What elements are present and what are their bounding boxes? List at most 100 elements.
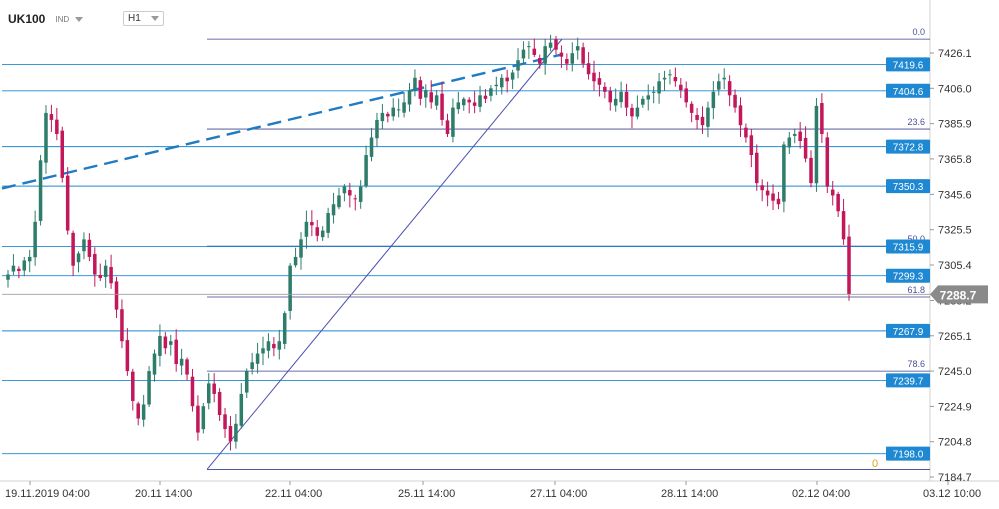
candle-body (93, 253, 97, 275)
candle-body (320, 230, 325, 238)
candle-body (841, 211, 846, 240)
candle-body (668, 74, 672, 76)
candle-body (201, 406, 206, 430)
candle-body (255, 353, 260, 364)
candle-body (809, 157, 813, 184)
symbol-selector[interactable]: UK100 IND (8, 12, 84, 26)
candle-body (27, 256, 32, 262)
candle-body (657, 81, 661, 94)
candle-body (559, 52, 564, 57)
candle-body (326, 213, 330, 233)
candle-body (310, 221, 314, 226)
level-price-label: 7239.7 (893, 376, 924, 387)
candle-body (71, 232, 75, 266)
candle-body (548, 42, 553, 48)
fib-level-label: 23.6 (907, 117, 925, 127)
candle-body (174, 339, 178, 365)
candle-body (613, 98, 618, 106)
candle-body (489, 88, 493, 96)
candle-body (624, 91, 629, 108)
trendline-dashed (1, 53, 561, 190)
candle-body (494, 84, 499, 87)
candle-body (820, 103, 824, 134)
candle-body (521, 49, 526, 59)
level-price-tag (886, 179, 930, 194)
candle-body (152, 353, 157, 375)
candle-body (261, 348, 265, 354)
candle-body (478, 95, 482, 107)
candle-body (733, 94, 737, 108)
candle-body (792, 133, 797, 136)
candle-body (337, 195, 341, 208)
candle-body (798, 131, 802, 141)
candle-body (510, 72, 515, 80)
chevron-down-icon[interactable] (75, 16, 84, 22)
candle-body (679, 84, 683, 91)
candle-body (744, 127, 748, 138)
fib-partial-label: 0 (872, 458, 878, 470)
candle-body (60, 130, 65, 178)
candle-body (98, 274, 103, 278)
timeframe-dropdown[interactable]: H1 (123, 11, 164, 26)
candle-body (212, 383, 216, 394)
symbol-label: UK100 (8, 12, 46, 26)
candle-body (114, 281, 119, 310)
candle-body (120, 309, 124, 342)
x-tick-label: 19.11.2019 04:00 (5, 488, 90, 500)
candle-body (125, 340, 130, 372)
candle-body (635, 107, 640, 117)
fib-level-label: 50.0 (907, 234, 925, 244)
x-tick-label: 03.12 10:00 (923, 488, 981, 500)
candle-body (706, 107, 710, 127)
candle-body (722, 77, 726, 80)
candle-body (413, 77, 417, 90)
candle-body (44, 112, 48, 163)
candle-body (49, 114, 54, 120)
candle-body (288, 265, 292, 311)
candle-body (472, 102, 477, 106)
candle-body (814, 105, 819, 184)
candle-body (684, 88, 688, 103)
candle-body (738, 105, 743, 126)
candle-body (754, 152, 759, 184)
candle-body (771, 193, 775, 201)
candle-body (565, 59, 569, 64)
indicator-label[interactable]: IND (55, 14, 70, 24)
level-price-label: 7267.9 (893, 327, 924, 338)
candle-body (532, 48, 537, 55)
candle-body (407, 90, 412, 105)
candle-body (787, 137, 792, 148)
candle-body (234, 423, 238, 442)
candle-body (402, 102, 406, 113)
timeframe-label: H1 (128, 13, 141, 24)
candle-body (749, 135, 754, 156)
candle-body (825, 137, 830, 187)
candle-body (65, 175, 70, 231)
candle-body (445, 120, 450, 134)
candle-body (440, 93, 444, 120)
candle-body (206, 383, 211, 404)
current-price-label: 7288.7 (940, 288, 977, 302)
level-price-tag (886, 446, 930, 461)
candle-body (38, 160, 43, 221)
candle-body (196, 405, 200, 433)
y-tick-label: 7224.9 (938, 401, 972, 413)
candle-body (662, 77, 667, 80)
x-tick-label: 22.11 04:00 (265, 488, 322, 500)
candle-body (131, 371, 135, 401)
candle-body (87, 239, 92, 257)
y-tick-label: 7406.0 (938, 83, 972, 95)
candle-body (673, 77, 678, 82)
candle-body (646, 95, 651, 100)
candle-body (619, 91, 623, 103)
candle-body (315, 227, 320, 236)
level-price-label: 7299.3 (893, 272, 924, 283)
candle-body (717, 81, 721, 90)
candle-body (158, 335, 162, 356)
candle-body (527, 46, 531, 48)
candle-body (434, 95, 439, 106)
candle-body (304, 221, 309, 237)
level-price-tag (886, 239, 930, 254)
